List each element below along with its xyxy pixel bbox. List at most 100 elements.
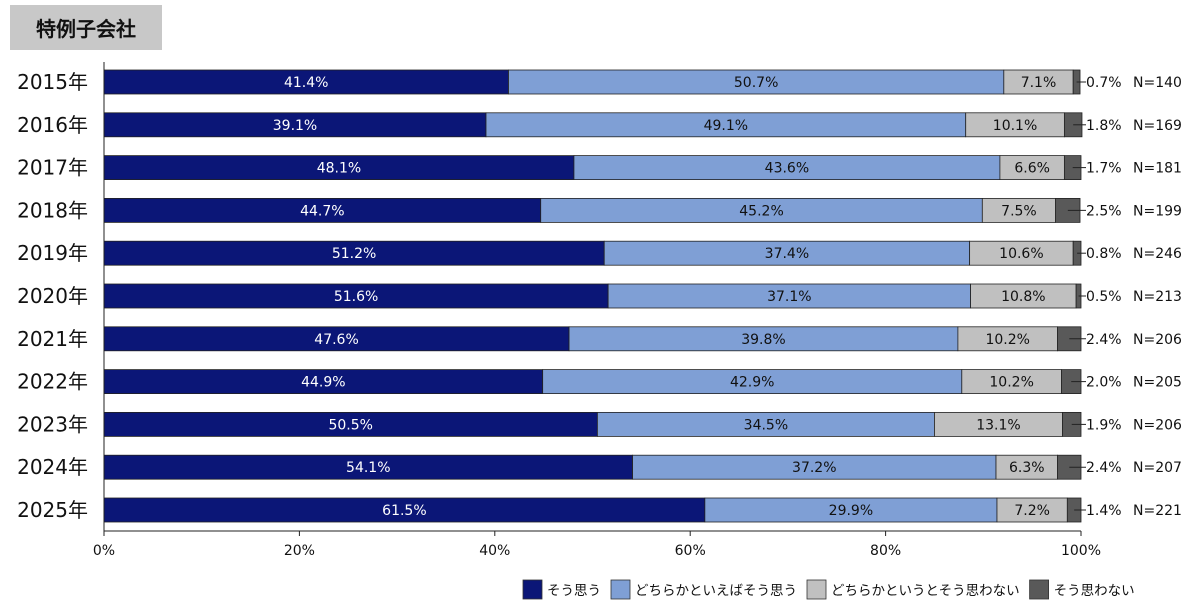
bar-segment xyxy=(999,155,1065,181)
data-label: 39.8% xyxy=(741,332,785,348)
bar-segment xyxy=(607,283,971,309)
data-label: 2.4% xyxy=(1086,460,1122,476)
bar-segment xyxy=(996,497,1068,523)
n-label: N=213 xyxy=(1133,289,1182,305)
n-label: N=169 xyxy=(1133,118,1182,134)
x-tick-label: 20% xyxy=(284,543,315,559)
data-label: 6.6% xyxy=(1014,161,1050,177)
legend-swatch xyxy=(522,579,543,600)
data-label: 37.1% xyxy=(767,289,811,305)
category-label: 2016年 xyxy=(17,113,88,137)
bar-segment xyxy=(573,155,1001,181)
category-label: 2024年 xyxy=(17,455,88,479)
n-label: N=199 xyxy=(1133,203,1182,219)
bar-segment xyxy=(103,411,598,437)
bar-segment xyxy=(957,326,1058,352)
data-label: 2.0% xyxy=(1086,375,1122,391)
data-label: 44.7% xyxy=(300,203,344,219)
data-label: 1.8% xyxy=(1086,118,1122,134)
data-label: 51.2% xyxy=(332,246,376,262)
x-tick-label: 0% xyxy=(93,543,115,559)
data-label: 0.7% xyxy=(1086,75,1122,91)
data-label: 42.9% xyxy=(730,375,774,391)
legend-label: どちらかといえばそう思う xyxy=(635,583,797,599)
n-label: N=207 xyxy=(1133,460,1182,476)
category-label: 2018年 xyxy=(17,198,88,222)
data-label: 61.5% xyxy=(382,503,426,519)
bar-segment xyxy=(103,69,509,95)
bar-segment xyxy=(704,497,998,523)
data-label: 44.9% xyxy=(301,375,345,391)
n-label: N=246 xyxy=(1133,246,1182,262)
data-label: 0.8% xyxy=(1086,246,1122,262)
data-label: 29.9% xyxy=(829,503,873,519)
bar-segment xyxy=(485,112,967,138)
data-label: 48.1% xyxy=(317,161,361,177)
legend-swatch xyxy=(806,579,827,600)
data-label: 1.4% xyxy=(1086,503,1122,519)
bar-segment xyxy=(632,454,997,480)
data-label: 37.2% xyxy=(792,460,836,476)
chart-title: 特例子会社 xyxy=(10,5,162,50)
data-label: 0.5% xyxy=(1086,289,1122,305)
data-label: 39.1% xyxy=(273,118,317,134)
data-label: 50.5% xyxy=(328,417,372,433)
x-tick-label: 60% xyxy=(675,543,706,559)
data-label: 10.8% xyxy=(1001,289,1045,305)
bar-segment xyxy=(568,326,959,352)
data-label: 7.2% xyxy=(1014,503,1050,519)
bar-segment xyxy=(603,240,971,266)
bar-segment xyxy=(965,112,1065,138)
x-tick-label: 100% xyxy=(1061,543,1101,559)
data-label: 6.3% xyxy=(1009,460,1045,476)
bar-segment xyxy=(969,240,1074,266)
bar-segment xyxy=(103,497,706,523)
bar-segment xyxy=(981,197,1056,223)
category-label: 2019年 xyxy=(17,241,88,265)
bar-segment xyxy=(103,240,605,266)
bar-segment xyxy=(103,283,609,309)
legend-label: どちらかというとそう思わない xyxy=(831,583,1020,599)
bar-segment xyxy=(103,197,542,223)
data-label: 1.7% xyxy=(1086,161,1122,177)
data-label: 2.4% xyxy=(1086,332,1122,348)
data-label: 7.5% xyxy=(1001,203,1037,219)
category-label: 2015年 xyxy=(17,70,88,94)
bar-segment xyxy=(542,369,963,395)
category-label: 2023年 xyxy=(17,412,88,436)
legend-swatch xyxy=(1029,579,1050,600)
data-label: 10.2% xyxy=(989,375,1033,391)
n-label: N=221 xyxy=(1133,503,1182,519)
bar-segment xyxy=(103,155,575,181)
data-label: 45.2% xyxy=(739,203,783,219)
category-label: 2022年 xyxy=(17,370,88,394)
n-label: N=206 xyxy=(1133,417,1182,433)
legend-label: そう思う xyxy=(547,583,601,599)
data-label: 1.9% xyxy=(1086,417,1122,433)
data-label: 51.6% xyxy=(334,289,378,305)
data-label: 10.1% xyxy=(993,118,1037,134)
data-label: 37.4% xyxy=(765,246,809,262)
category-label: 2020年 xyxy=(17,284,88,308)
n-label: N=206 xyxy=(1133,332,1182,348)
data-label: 2.5% xyxy=(1086,203,1122,219)
x-tick-label: 40% xyxy=(479,543,510,559)
data-label: 49.1% xyxy=(704,118,748,134)
bar-segment xyxy=(970,283,1077,309)
bar-segment xyxy=(934,411,1063,437)
bar-segment xyxy=(540,197,983,223)
category-label: 2021年 xyxy=(17,327,88,351)
bar-segment xyxy=(995,454,1058,480)
n-label: N=181 xyxy=(1133,161,1182,177)
legend-swatch xyxy=(610,579,631,600)
category-label: 2017年 xyxy=(17,156,88,180)
data-label: 7.1% xyxy=(1021,75,1057,91)
data-label: 41.4% xyxy=(284,75,328,91)
category-label: 2025年 xyxy=(17,498,88,522)
data-label: 34.5% xyxy=(744,417,788,433)
data-label: 54.1% xyxy=(346,460,390,476)
data-label: 13.1% xyxy=(976,417,1020,433)
data-label: 50.7% xyxy=(734,75,778,91)
n-label: N=140 xyxy=(1133,75,1182,91)
